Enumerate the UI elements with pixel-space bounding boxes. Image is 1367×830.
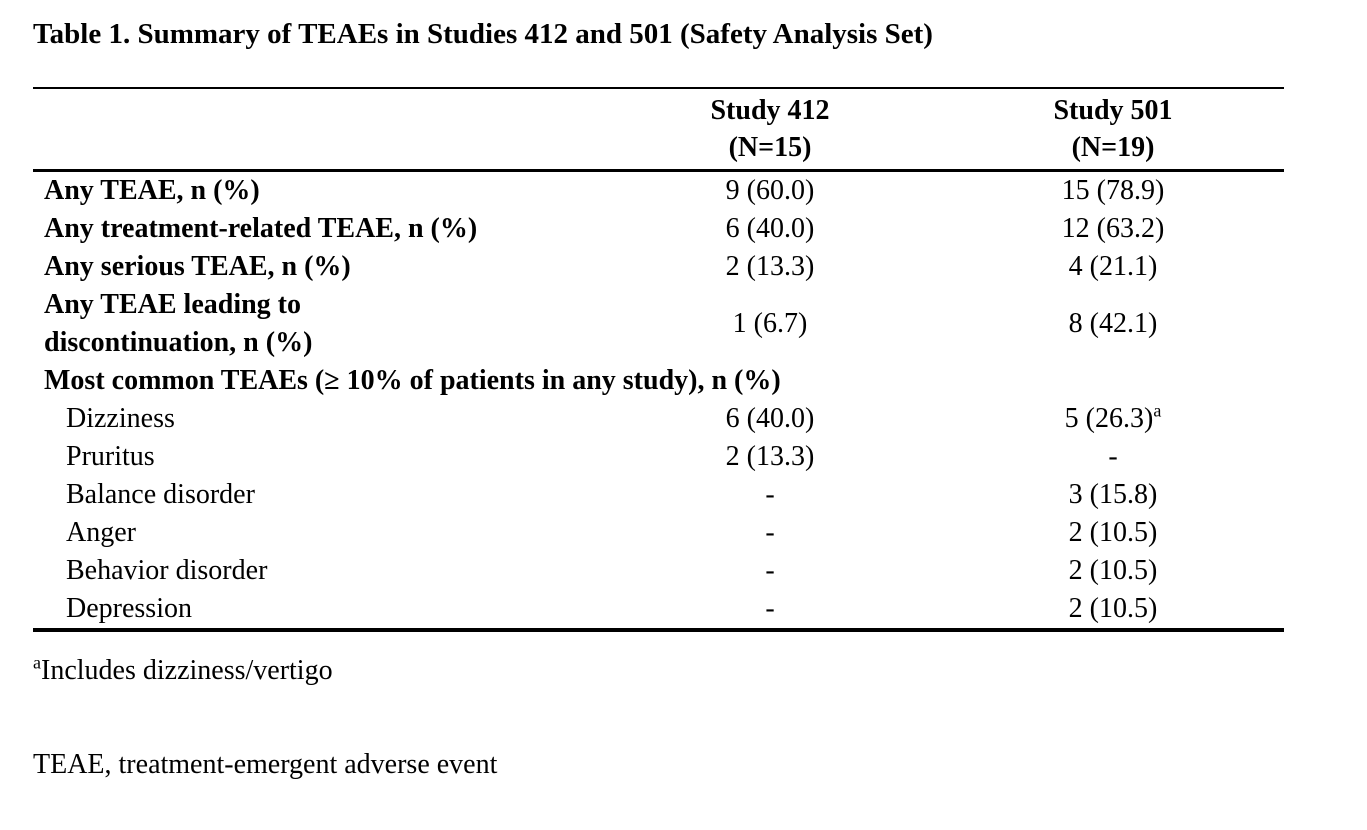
table-row-any-teae: Any TEAE, n (%) 9 (60.0) 15 (78.9): [33, 171, 1284, 211]
row-label: Balance disorder: [66, 479, 255, 510]
section-header-label: Most common TEAEs (≥ 10% of patients in …: [44, 365, 781, 396]
value-study-412: 6 (40.0): [725, 403, 815, 434]
value-study-412: 9 (60.0): [725, 175, 815, 206]
value-study-412: -: [765, 593, 775, 624]
header-row: Study 412 (N=15) Study 501 (N=19): [33, 88, 1284, 172]
table-row-anger: Anger - 2 (10.5): [33, 514, 1284, 552]
table-row-most-common-section: Most common TEAEs (≥ 10% of patients in …: [33, 362, 1284, 400]
header-study-501: Study 501 (N=19): [942, 88, 1284, 172]
value-text: 5 (26.3): [1064, 403, 1154, 434]
row-label: Any TEAE, n (%): [44, 175, 260, 206]
value-study-412: 6 (40.0): [725, 213, 815, 244]
footnote-marker-a: a: [1153, 400, 1162, 421]
study-412-n: (N=15): [728, 132, 812, 163]
value-study-412: 2 (13.3): [725, 251, 815, 282]
row-label: Behavior disorder: [66, 555, 268, 586]
table-row-treatment-related: Any treatment-related TEAE, n (%) 6 (40.…: [33, 210, 1284, 248]
table-row-pruritus: Pruritus 2 (13.3) -: [33, 438, 1284, 476]
value-study-501: 2 (10.5): [1068, 593, 1158, 624]
document-page: Table 1. Summary of TEAEs in Studies 412…: [33, 18, 1367, 783]
row-label: Depression: [66, 593, 192, 624]
value-study-412: -: [765, 479, 775, 510]
row-label-line-1: Any TEAE leading to: [44, 289, 301, 320]
table-row-serious-teae: Any serious TEAE, n (%) 2 (13.3) 4 (21.1…: [33, 248, 1284, 286]
table-title: Table 1. Summary of TEAEs in Studies 412…: [33, 18, 933, 50]
table-row-balance-disorder: Balance disorder - 3 (15.8): [33, 476, 1284, 514]
footnote-a: aIncludes dizziness/vertigo: [33, 653, 1367, 689]
row-label: Any treatment-related TEAE, n (%): [44, 213, 478, 244]
row-label: Any TEAE leading to discontinuation, n (…: [33, 286, 598, 362]
table-row-depression: Depression - 2 (10.5): [33, 590, 1284, 630]
footnote-a-marker: a: [33, 652, 41, 673]
table-row-discontinuation: Any TEAE leading to discontinuation, n (…: [33, 286, 1284, 362]
table-row-dizziness: Dizziness 6 (40.0) 5 (26.3)a: [33, 400, 1284, 438]
row-label: Dizziness: [66, 403, 175, 434]
value-study-412: -: [765, 517, 775, 548]
value-study-501: 3 (15.8): [1068, 479, 1158, 510]
value-study-501: 12 (63.2): [1061, 213, 1165, 244]
table-row-behavior-disorder: Behavior disorder - 2 (10.5): [33, 552, 1284, 590]
value-study-501: 2 (10.5): [1068, 517, 1158, 548]
study-501-n: (N=19): [1071, 132, 1155, 163]
value-study-501: 15 (78.9): [1061, 175, 1165, 206]
value-study-412: -: [765, 555, 775, 586]
header-study-412: Study 412 (N=15): [598, 88, 942, 172]
value-study-501: 2 (10.5): [1068, 555, 1158, 586]
value-study-501: 5 (26.3)a: [942, 400, 1284, 438]
footnote-abbreviation-text: TEAE, treatment-emergent adverse event: [33, 749, 498, 780]
value-study-412: 2 (13.3): [725, 441, 815, 472]
footnote-abbreviation: TEAE, treatment-emergent adverse event: [33, 747, 1367, 783]
value-study-501: 4 (21.1): [1068, 251, 1158, 282]
value-study-501: 8 (42.1): [1068, 308, 1158, 339]
row-label: Pruritus: [66, 441, 155, 472]
value-study-412: 1 (6.7): [732, 308, 808, 339]
teae-summary-table: Study 412 (N=15) Study 501 (N=19) Any TE…: [33, 87, 1284, 632]
footnote-a-text: Includes dizziness/vertigo: [41, 655, 333, 686]
study-501-title: Study 501: [1053, 95, 1173, 126]
row-label-line-2: discontinuation, n (%): [44, 327, 313, 358]
row-label: Any serious TEAE, n (%): [44, 251, 351, 282]
row-label: Anger: [66, 517, 136, 548]
header-empty-cell: [33, 88, 598, 172]
study-412-title: Study 412: [710, 95, 830, 126]
value-study-501: -: [1108, 441, 1118, 472]
